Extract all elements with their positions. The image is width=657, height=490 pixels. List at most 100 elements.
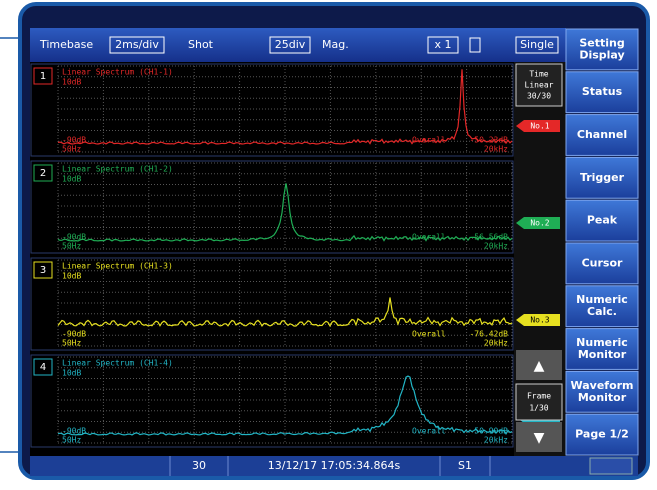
- start-freq: 50Hz: [62, 436, 81, 445]
- level-marker-label: No.2: [530, 219, 549, 228]
- channel-number-box[interactable]: [33, 261, 53, 279]
- top-scale: 10dB: [62, 272, 81, 281]
- channel-number-box[interactable]: [33, 358, 53, 376]
- up-button[interactable]: [516, 350, 562, 380]
- menu-button-label[interactable]: Channel: [577, 128, 627, 141]
- mag-label: Mag.: [322, 38, 349, 51]
- status-items: 30 13/12/17 17:05:34.864s S1: [169, 456, 633, 476]
- spectrum-trace: [57, 69, 513, 145]
- display-mode-box: [515, 63, 563, 107]
- menu-button[interactable]: [565, 28, 639, 71]
- timebase-value[interactable]: 2ms/div: [115, 38, 159, 51]
- channels: 1 Linear Spectrum (CH1-1)10dB-90dB50HzOve…: [30, 63, 514, 448]
- menu-button-label[interactable]: Setting: [579, 36, 624, 49]
- menu-button[interactable]: [565, 328, 639, 370]
- channel-number: 2: [40, 168, 46, 179]
- menu-button-label[interactable]: Trigger: [580, 171, 625, 184]
- icon[interactable]: [469, 37, 481, 53]
- menu-button[interactable]: [565, 242, 639, 285]
- menu-button[interactable]: [565, 199, 639, 242]
- display-mode-text: 30/30: [527, 92, 551, 101]
- level-marker-label: No.1: [530, 122, 549, 131]
- menu-button[interactable]: [565, 156, 639, 199]
- overall-value: -76.42dB: [469, 330, 508, 339]
- overall-value: -56.56dB: [469, 233, 508, 242]
- menu-button-label[interactable]: Numeric: [576, 336, 628, 349]
- menu-button-label[interactable]: Page 1/2: [575, 428, 629, 441]
- field-box[interactable]: [427, 36, 459, 54]
- side-controls: No.1No.2No.3No.4TimeLinear30/30▲Frame1/3…: [515, 63, 563, 452]
- overall-label: Overall: [412, 233, 446, 242]
- menu-button-label[interactable]: Display: [579, 48, 624, 61]
- menu-button[interactable]: [565, 71, 639, 114]
- channel-number: 1: [40, 71, 46, 82]
- overall-value: -50.23dB: [469, 136, 508, 145]
- end-freq: 20kHz: [484, 242, 508, 251]
- menu-button[interactable]: [565, 413, 639, 456]
- mag-value[interactable]: x 1: [434, 38, 451, 51]
- frame-text: 1/30: [529, 404, 548, 413]
- spectrum-trace: [57, 183, 513, 242]
- menu-button-label[interactable]: Calc.: [587, 305, 617, 318]
- display-mode-text: Linear: [525, 81, 554, 90]
- bottom-scale: -90dB: [62, 427, 86, 436]
- menu-button-label[interactable]: Waveform: [570, 379, 633, 392]
- channel-title: Linear Spectrum (CH1-1): [62, 68, 173, 77]
- channel-number-box[interactable]: [33, 67, 53, 85]
- end-freq: 20kHz: [484, 145, 508, 154]
- frame-text: Frame: [527, 392, 551, 401]
- bottom-scale: -90dB: [62, 330, 86, 339]
- spectrum-trace: [57, 375, 513, 436]
- overall-label: Overall: [412, 136, 446, 145]
- top-scale: 10dB: [62, 78, 81, 87]
- shot-label: Shot: [188, 38, 214, 51]
- status-timestamp: 13/12/17 17:05:34.864s: [268, 459, 401, 472]
- menu-button[interactable]: [565, 285, 639, 328]
- menu-button-label[interactable]: Status: [582, 85, 623, 98]
- down-button-label[interactable]: ▼: [534, 430, 545, 446]
- status-bar: [30, 456, 638, 476]
- channel-number: 4: [40, 362, 46, 373]
- channel-number: 3: [40, 265, 46, 276]
- level-marker: [516, 314, 560, 326]
- panel-border: [30, 354, 514, 448]
- field-box[interactable]: [109, 36, 165, 54]
- overall-value: -50.90dB: [469, 427, 508, 436]
- overall-label: Overall: [412, 330, 446, 339]
- menu-button-label[interactable]: Peak: [587, 214, 618, 227]
- status-count: 30: [192, 459, 206, 472]
- panel-border: [30, 160, 514, 254]
- field-box[interactable]: [269, 36, 311, 54]
- spectrum-trace: [57, 297, 513, 328]
- status-slot: S1: [458, 459, 472, 472]
- menu-button[interactable]: [565, 114, 639, 156]
- status-icon: [589, 457, 633, 475]
- plot-area: [30, 62, 514, 456]
- level-marker-label: No.3: [530, 316, 549, 325]
- overall-label: Overall: [412, 427, 446, 436]
- menu-button-label[interactable]: Numeric: [576, 293, 628, 306]
- start-freq: 50Hz: [62, 145, 81, 154]
- level-marker: [516, 217, 560, 229]
- panel-border: [30, 257, 514, 351]
- channel-title: Linear Spectrum (CH1-2): [62, 165, 173, 174]
- shot-value[interactable]: 25div: [275, 38, 306, 51]
- field-box[interactable]: [515, 36, 559, 54]
- up-button-label[interactable]: ▲: [534, 358, 545, 374]
- start-freq: 50Hz: [62, 339, 81, 348]
- top-scale: 10dB: [62, 369, 81, 378]
- menu-button[interactable]: [565, 370, 639, 413]
- menu-button-label[interactable]: Monitor: [578, 391, 627, 404]
- channel-title: Linear Spectrum (CH1-3): [62, 262, 173, 271]
- menu-button-label[interactable]: Monitor: [578, 348, 627, 361]
- bottom-scale: -90dB: [62, 136, 86, 145]
- channel-number-box[interactable]: [33, 164, 53, 182]
- mode-value[interactable]: Single: [520, 38, 554, 51]
- frame-box: [515, 383, 563, 421]
- toolbar: [30, 28, 566, 62]
- end-freq: 20kHz: [484, 436, 508, 445]
- menu-button-label[interactable]: Cursor: [582, 256, 623, 269]
- down-button[interactable]: [516, 422, 562, 452]
